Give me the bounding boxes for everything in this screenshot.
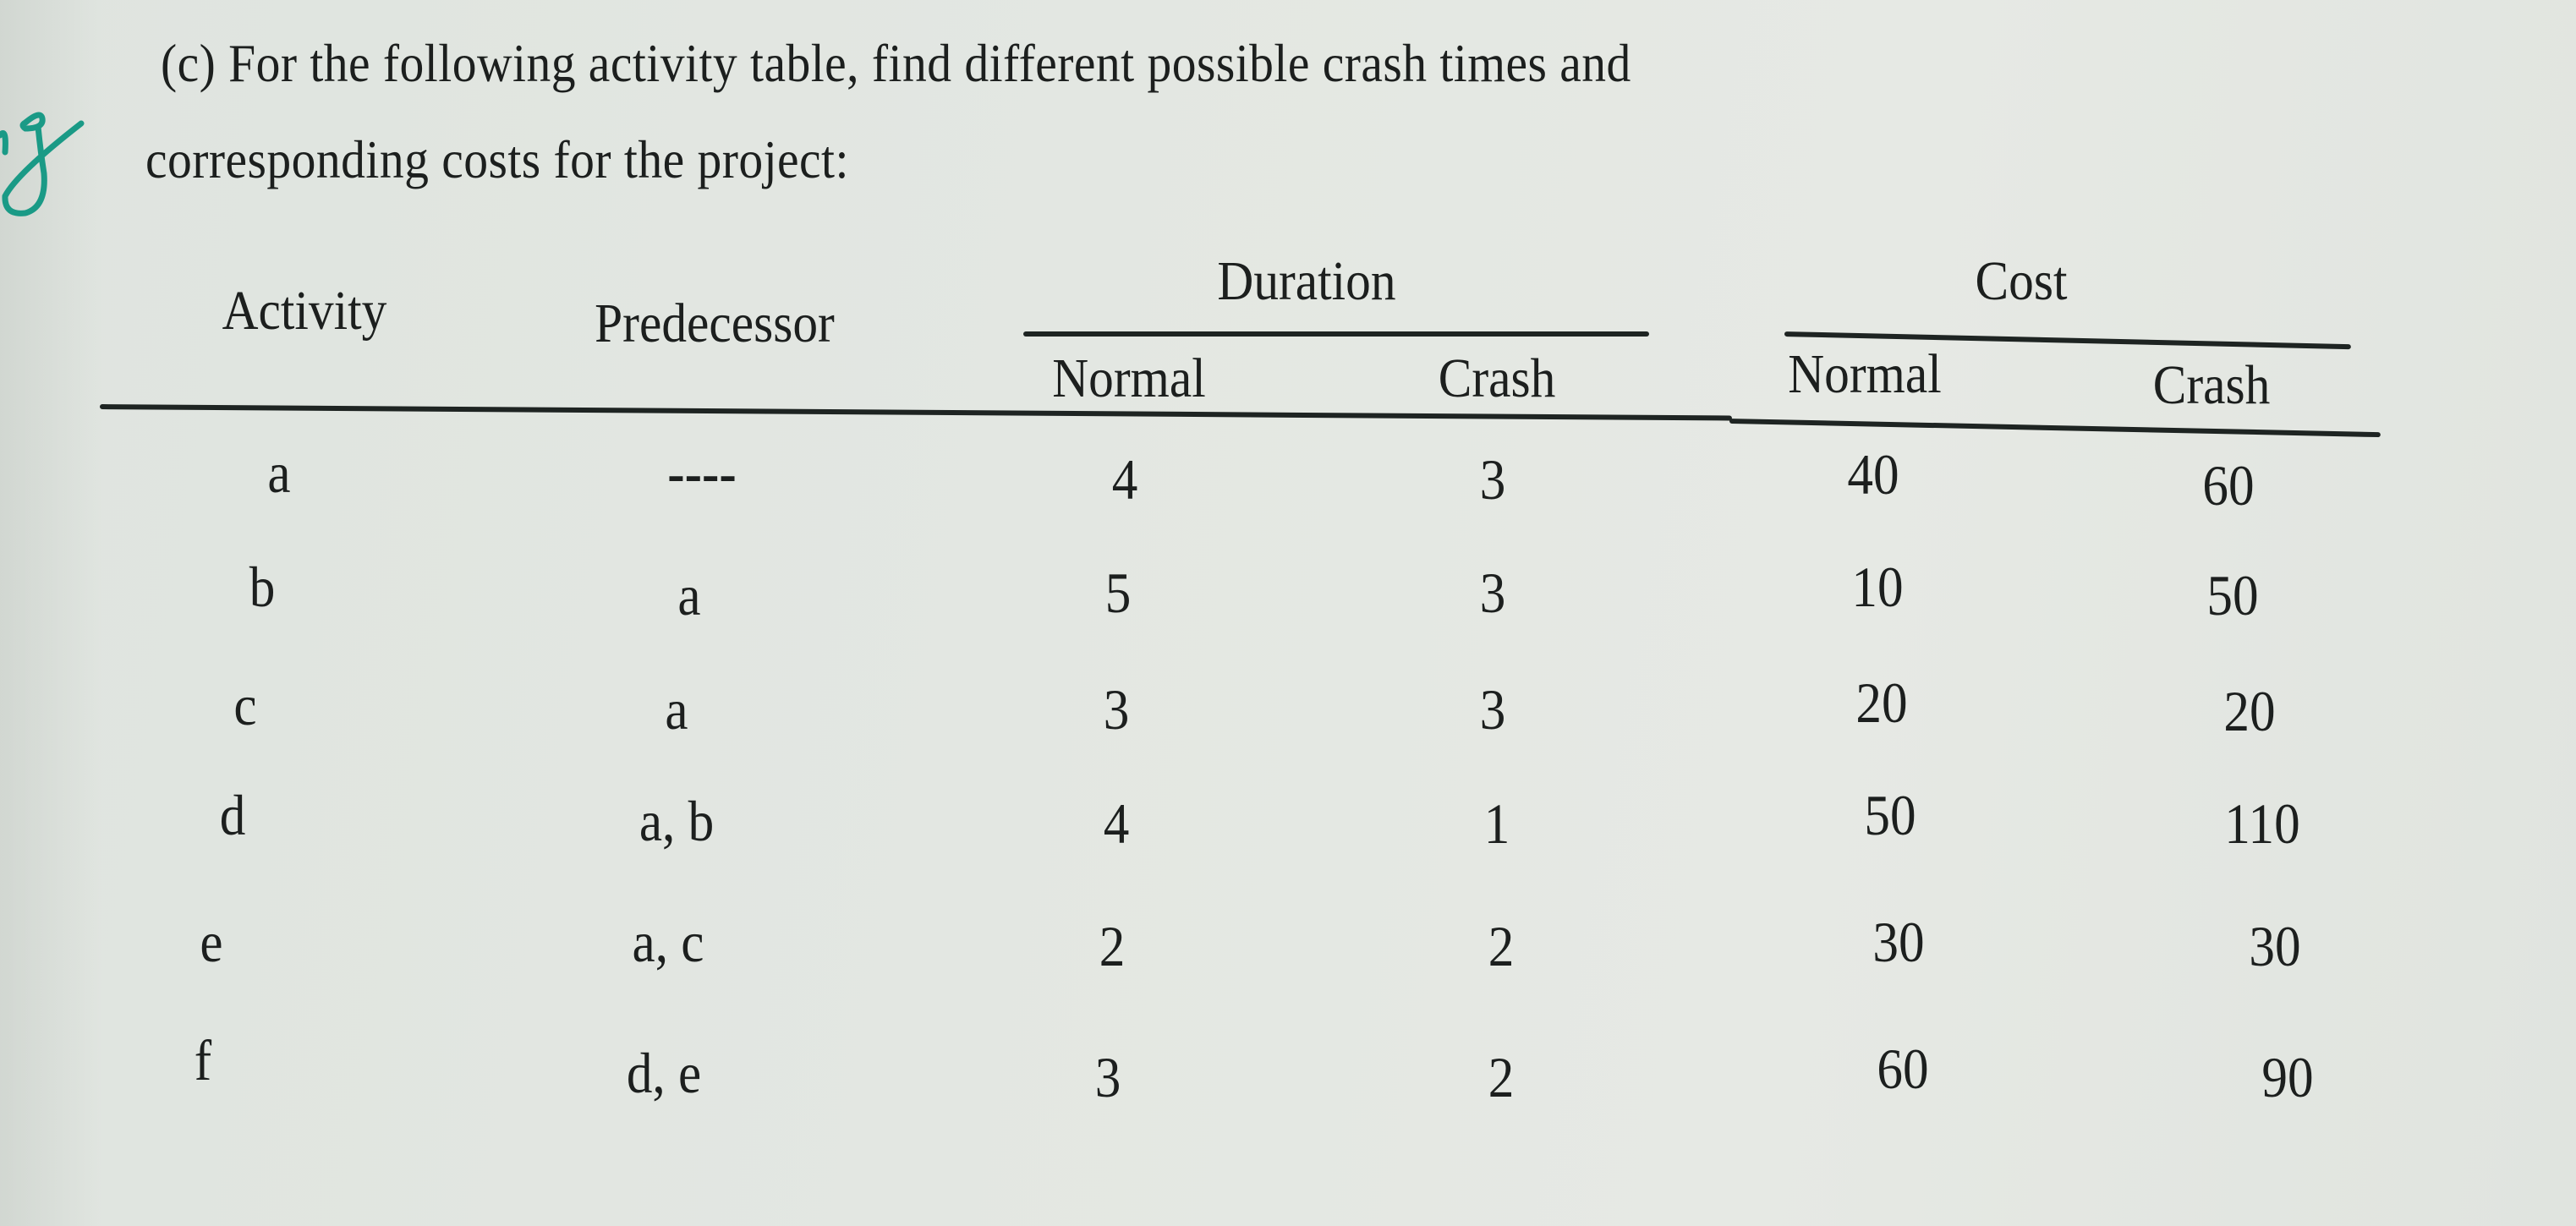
header-activity: Activity (222, 280, 387, 342)
row-d-duration-normal: 4 (1103, 791, 1130, 856)
row-a-cost-normal: 40 (1847, 442, 1899, 506)
row-a-predecessor: ---- (667, 441, 737, 505)
row-b-cost-crash: 50 (2206, 563, 2259, 627)
row-b-predecessor: a (677, 563, 701, 627)
row-f-duration-crash: 2 (1488, 1045, 1515, 1109)
row-a-duration-crash: 3 (1479, 447, 1506, 512)
row-e-predecessor: a, c (632, 910, 704, 974)
row-f-duration-normal: 3 (1094, 1045, 1121, 1109)
row-c-duration-normal: 3 (1103, 677, 1130, 742)
row-c-duration-crash: 3 (1479, 677, 1506, 742)
row-b-duration-crash: 3 (1479, 561, 1506, 625)
row-f-predecessor: d, e (626, 1041, 702, 1105)
row-a-activity: a (267, 441, 291, 505)
row-c-cost-crash: 20 (2223, 679, 2276, 743)
header-cost-crash: Crash (2152, 354, 2271, 416)
row-e-duration-crash: 2 (1488, 914, 1515, 978)
row-f-activity: f (194, 1028, 212, 1092)
row-b-duration-normal: 5 (1104, 561, 1132, 625)
header-bottom-rule-right (1729, 419, 2381, 438)
row-b-cost-normal: 10 (1851, 555, 1904, 619)
row-e-activity: e (200, 910, 223, 974)
question-line-1: (c) For the following activity table, fi… (161, 33, 1631, 93)
row-e-cost-normal: 30 (1872, 910, 1925, 974)
row-a-duration-normal: 4 (1111, 447, 1138, 512)
row-c-cost-normal: 20 (1855, 670, 1908, 735)
duration-group-rule (1023, 331, 1649, 337)
row-c-activity: c (233, 673, 257, 737)
row-d-cost-crash: 110 (2224, 791, 2300, 856)
header-duration-crash: Crash (1438, 348, 1556, 409)
header-predecessor: Predecessor (595, 293, 835, 354)
header-cost-group: Cost (1975, 250, 2068, 312)
row-b-activity: b (249, 555, 276, 619)
row-d-predecessor: a, b (639, 789, 715, 853)
header-duration-group: Duration (1217, 250, 1396, 312)
row-f-cost-crash: 90 (2261, 1045, 2314, 1109)
row-a-cost-crash: 60 (2202, 453, 2255, 517)
row-f-cost-normal: 60 (1877, 1037, 1929, 1101)
handwritten-g-mark (0, 112, 85, 216)
row-d-cost-normal: 50 (1864, 783, 1916, 847)
row-e-cost-crash: 30 (2249, 914, 2301, 978)
row-d-duration-crash: 1 (1483, 791, 1510, 856)
page-shadow (0, 0, 101, 1226)
row-e-duration-normal: 2 (1099, 914, 1126, 978)
header-duration-normal: Normal (1052, 348, 1206, 409)
row-d-activity: d (219, 783, 246, 847)
question-line-2: corresponding costs for the project: (145, 129, 849, 189)
header-cost-normal: Normal (1788, 343, 1942, 405)
row-c-predecessor: a (665, 677, 688, 742)
